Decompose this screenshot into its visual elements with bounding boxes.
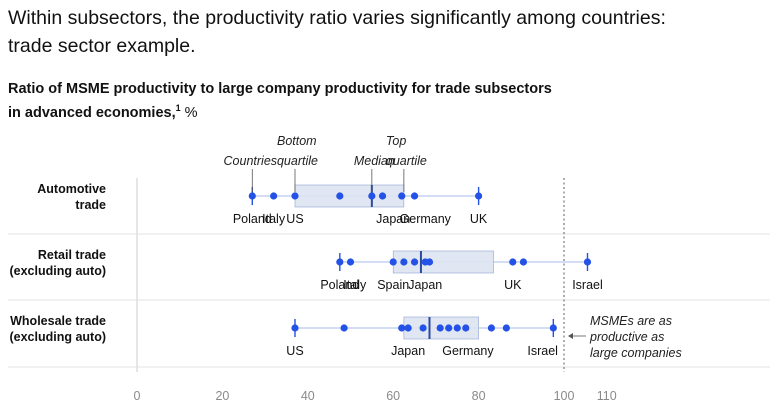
country-label: Japan	[408, 278, 442, 292]
headline: Within subsectors, the productivity rati…	[8, 4, 778, 60]
country-dot	[368, 192, 376, 200]
country-label: Italy	[343, 278, 367, 292]
category-label: (excluding auto)	[9, 264, 106, 278]
country-dot	[475, 192, 483, 200]
x-tick-label: 110	[597, 389, 617, 403]
country-label: US	[286, 212, 303, 226]
legend-annotation: quartile	[277, 154, 318, 168]
country-label: Germany	[442, 344, 494, 358]
quartile-box	[294, 184, 405, 208]
country-label: UK	[504, 278, 522, 292]
country-dot	[425, 258, 434, 266]
legend-annotation: quartile	[386, 154, 427, 168]
country-dot	[410, 192, 419, 200]
country-dot	[398, 192, 406, 200]
country-label: Israel	[527, 344, 558, 358]
country-dot	[445, 324, 453, 332]
country-label: Poland	[320, 278, 359, 292]
x-tick-label: 100	[554, 389, 575, 403]
unit-label: %	[184, 104, 198, 121]
country-label: UK	[470, 212, 488, 226]
country-dot	[248, 192, 256, 200]
country-dot	[336, 192, 344, 200]
footnote-mark: 1	[175, 103, 181, 113]
category-label: trade	[75, 198, 106, 212]
country-dot	[462, 324, 470, 332]
country-label: Germany	[400, 212, 452, 226]
subtitle-line-2-text: in advanced economies,	[8, 104, 176, 121]
legend-annotation: Bottom	[277, 134, 317, 148]
country-dot	[400, 258, 408, 266]
country-label: Poland	[233, 212, 272, 226]
country-dot	[583, 258, 592, 266]
country-dot	[389, 258, 397, 266]
subtitle-line-2: in advanced economies,1 %	[8, 99, 708, 123]
subtitle-line-1: Ratio of MSME productivity to large comp…	[8, 81, 552, 97]
quartile-box	[392, 250, 494, 274]
chart-subtitle: Ratio of MSME productivity to large comp…	[8, 80, 708, 123]
headline-line-2: trade sector example.	[8, 35, 196, 57]
country-dot	[270, 192, 278, 200]
category-label: Automotive	[37, 182, 106, 196]
country-dot	[549, 324, 557, 332]
country-label: Spain	[377, 278, 409, 292]
legend-annotation: Countries	[224, 154, 278, 168]
country-dot	[398, 324, 406, 332]
reference-annotation: large companies	[590, 346, 682, 360]
country-dot	[436, 324, 444, 332]
category-label: Retail trade	[38, 248, 106, 262]
legend-annotation: Top	[386, 134, 406, 148]
x-tick-label: 20	[215, 389, 229, 403]
country-dot	[291, 324, 299, 332]
country-label: US	[286, 344, 303, 358]
legend-annotation: Median	[354, 154, 395, 168]
country-dot	[502, 324, 510, 332]
country-dot	[487, 324, 496, 332]
country-label: Japan	[391, 344, 425, 358]
country-dot	[291, 192, 299, 200]
country-dot	[509, 258, 517, 266]
country-label: Italy	[262, 212, 286, 226]
country-dot	[340, 324, 348, 332]
category-label: (excluding auto)	[9, 330, 106, 344]
x-tick-label: 0	[134, 389, 141, 403]
reference-annotation: MSMEs are as	[590, 314, 672, 328]
category-label: Wholesale trade	[10, 314, 106, 328]
country-dot	[419, 324, 427, 332]
country-dot	[378, 192, 387, 200]
country-dot	[346, 258, 355, 266]
country-dot	[519, 258, 528, 266]
country-dot	[410, 258, 419, 266]
reference-annotation: productive as	[589, 330, 664, 344]
country-dot	[453, 324, 461, 332]
reference-annotation-arrowhead	[568, 333, 573, 339]
x-tick-label: 60	[386, 389, 400, 403]
headline-line-1: Within subsectors, the productivity rati…	[8, 7, 666, 29]
country-label: Israel	[572, 278, 603, 292]
x-tick-label: 80	[472, 389, 486, 403]
country-label: Japan	[376, 212, 410, 226]
country-dot	[336, 258, 344, 266]
country-dot	[404, 324, 412, 332]
x-tick-label: 40	[301, 389, 315, 403]
